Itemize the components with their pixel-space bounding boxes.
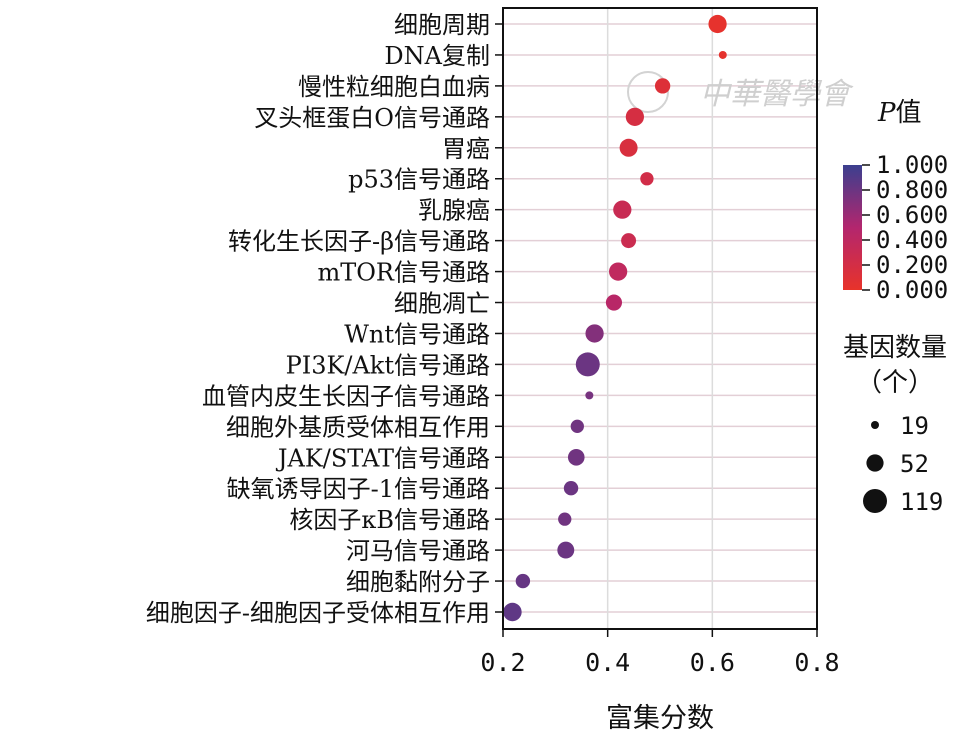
- data-point: [625, 107, 645, 126]
- x-tick-label: 0.6: [690, 648, 735, 677]
- data-point: [585, 324, 604, 343]
- data-point: [515, 573, 531, 589]
- data-point: [570, 419, 584, 433]
- watermark-text: 中華醫學會: [700, 77, 854, 112]
- data-point: [557, 541, 575, 559]
- x-axis: 0.2 0.4 0.6 0.8: [480, 629, 840, 677]
- colorbar-tick-label: 0.400: [876, 226, 948, 254]
- data-point: [613, 200, 632, 219]
- size-legend-dot: [863, 489, 887, 513]
- p-value-legend-title-p: P: [877, 98, 896, 128]
- colorbar-tick-label: 0.800: [876, 176, 948, 204]
- y-tick-label: 细胞外基质受体相互作用: [226, 413, 490, 441]
- data-point: [609, 262, 628, 281]
- data-point: [621, 233, 637, 249]
- y-tick-label: 血管内皮生长因子信号通路: [202, 382, 490, 410]
- grid-lines: [502, 8, 818, 629]
- data-point: [585, 391, 594, 400]
- y-tick-label: 细胞周期: [394, 11, 490, 39]
- y-tick-label: 河马信号通路: [346, 537, 490, 565]
- y-tick-label: PI3K/Akt信号通路: [286, 351, 490, 379]
- size-legend-label: 119: [900, 488, 943, 516]
- y-tick-label: 细胞因子-细胞因子受体相互作用: [146, 599, 490, 627]
- data-points: [503, 14, 727, 622]
- p-value-colorbar: [843, 165, 862, 290]
- colorbar-tick-label: 1.000: [876, 151, 948, 179]
- data-point: [708, 14, 727, 34]
- y-tick-label: 叉头框蛋白O信号通路: [254, 104, 490, 132]
- x-tick-label: 0.2: [480, 648, 525, 677]
- data-point: [563, 481, 579, 496]
- gene-count-legend: 基因数量 （个） 19 52 119: [843, 333, 947, 516]
- data-point: [558, 512, 572, 526]
- colorbar-tick-label: 0.200: [876, 251, 948, 279]
- size-legend-dot: [866, 454, 884, 472]
- y-tick-label: DNA复制: [384, 42, 490, 70]
- watermark-seal-icon: [627, 71, 669, 113]
- y-tick-label: p53信号通路: [348, 166, 490, 194]
- size-legend-dot: [871, 421, 879, 429]
- data-point: [718, 50, 727, 59]
- data-point: [654, 78, 671, 94]
- y-tick-label: 慢性粒细胞白血病: [298, 73, 490, 101]
- y-tick-label: 核因子κB信号通路: [289, 506, 490, 534]
- x-tick-label: 0.4: [585, 648, 630, 677]
- gene-count-legend-unit: （个）: [856, 368, 934, 398]
- plot-frame: [502, 7, 818, 630]
- x-tick-label: 0.8: [794, 648, 839, 677]
- y-tick-label: 缺氧诱导因子-1信号通路: [227, 475, 490, 503]
- y-tick-label: 细胞黏附分子: [346, 568, 490, 596]
- data-point: [619, 138, 638, 157]
- colorbar-tick-label: 0.000: [876, 276, 948, 304]
- data-point: [605, 294, 623, 311]
- y-tick-label: 转化生长因子-β信号通路: [228, 228, 490, 256]
- p-value-legend-title-rest: 值: [896, 98, 922, 128]
- size-legend-label: 52: [900, 450, 929, 478]
- size-legend-label: 19: [900, 412, 929, 440]
- data-point: [640, 172, 654, 186]
- data-point: [503, 602, 522, 622]
- watermark: 中華醫學會: [627, 71, 854, 113]
- data-point: [575, 352, 600, 377]
- y-tick-label: 胃癌: [442, 135, 490, 163]
- x-axis-title: 富集分数: [606, 703, 714, 734]
- y-tick-label: mTOR信号通路: [317, 259, 490, 287]
- y-tick-label: Wnt信号通路: [344, 320, 490, 348]
- gene-count-legend-title: 基因数量: [843, 333, 947, 363]
- y-tick-label: JAK/STAT信号通路: [275, 444, 490, 472]
- data-point: [567, 448, 585, 466]
- colorbar-tick-label: 0.600: [876, 201, 948, 229]
- y-tick-label: 细胞凋亡: [394, 290, 490, 318]
- y-tick-label: 乳腺癌: [418, 197, 490, 225]
- p-value-legend-title: P值: [877, 98, 922, 128]
